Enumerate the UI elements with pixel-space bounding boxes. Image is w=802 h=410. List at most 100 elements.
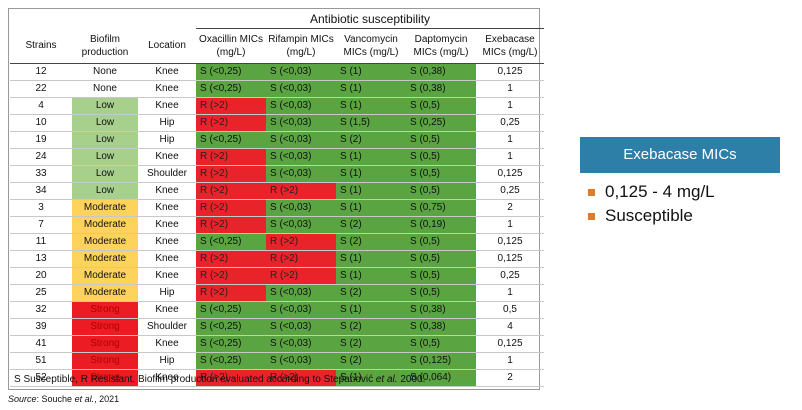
table-row: 33 Low Shoulder R (>2) S (<0,03) S (1) S (0,5)… xyxy=(10,165,544,183)
location-cell: Shoulder xyxy=(138,165,196,183)
exebacase-cell: 1 xyxy=(476,352,544,370)
exebacase-cell: 0,125 xyxy=(476,335,544,353)
exebacase-cell: 1 xyxy=(476,97,544,115)
vancomycin-cell: S (2) xyxy=(336,131,406,149)
rifampin-cell: R (>2) xyxy=(266,267,336,285)
footnote-text: S Susceptible, R Resistant. Biofilm prod… xyxy=(14,374,376,385)
exebacase-cell: 1 xyxy=(476,131,544,149)
oxacillin-cell: S (<0,25) xyxy=(196,352,266,370)
exebacase-cell: 2 xyxy=(476,369,544,387)
vancomycin-cell: S (2) xyxy=(336,318,406,336)
daptomycin-cell: S (0,38) xyxy=(406,63,476,81)
column-header: Biofilm production xyxy=(72,28,138,64)
strain-cell: 11 xyxy=(10,233,72,251)
location-cell: Knee xyxy=(138,250,196,268)
daptomycin-cell: S (0,064) xyxy=(406,369,476,387)
exebacase-cell: 1 xyxy=(476,80,544,98)
daptomycin-cell: S (0,125) xyxy=(406,352,476,370)
biofilm-cell: None xyxy=(72,63,138,81)
oxacillin-cell: R (>2) xyxy=(196,182,266,200)
location-cell: Knee xyxy=(138,148,196,166)
rifampin-cell: R (>2) xyxy=(266,182,336,200)
table-row: 39 Strong Shoulder S (<0,25) S (<0,03) S (2) S… xyxy=(10,318,544,336)
exebacase-cell: 0,125 xyxy=(476,63,544,81)
strain-cell: 10 xyxy=(10,114,72,132)
table-row: 11 Moderate Knee S (<0,25) R (>2) S (2) S (0,5… xyxy=(10,233,544,251)
strain-cell: 34 xyxy=(10,182,72,200)
daptomycin-cell: S (0,25) xyxy=(406,114,476,132)
daptomycin-cell: S (0,5) xyxy=(406,335,476,353)
location-cell: Hip xyxy=(138,131,196,149)
exebacase-cell: 0,5 xyxy=(476,301,544,319)
table-row: 22 None Knee S (<0,25) S (<0,03) S (1) S (0,38… xyxy=(10,80,544,98)
group-header-row: Antibiotic susceptibility xyxy=(10,10,544,29)
strain-cell: 32 xyxy=(10,301,72,319)
table-row: 19 Low Hip S (<0,25) S (<0,03) S (2) S (0,5) 1 xyxy=(10,131,544,149)
vancomycin-cell: S (2) xyxy=(336,216,406,234)
daptomycin-cell: S (0,5) xyxy=(406,250,476,268)
strain-cell: 25 xyxy=(10,284,72,302)
oxacillin-cell: R (>2) xyxy=(196,97,266,115)
strain-cell: 51 xyxy=(10,352,72,370)
vancomycin-cell: S (1) xyxy=(336,267,406,285)
vancomycin-cell: S (1) xyxy=(336,97,406,115)
column-header: Vancomycin MICs (mg/L) xyxy=(336,28,406,64)
table-row: 34 Low Knee R (>2) R (>2) S (1) S (0,5) 0,25 xyxy=(10,182,544,200)
table-row: 10 Low Hip R (>2) S (<0,03) S (1,5) S (0,25) 0,… xyxy=(10,114,544,132)
group-header-spacer xyxy=(10,10,196,29)
susceptibility-table: Antibiotic susceptibility Strains Biofil… xyxy=(10,10,544,387)
rifampin-cell: S (<0,03) xyxy=(266,284,336,302)
oxacillin-cell: R (>2) xyxy=(196,165,266,183)
table-row: 25 Moderate Hip R (>2) S (<0,03) S (2) S (0,5)… xyxy=(10,284,544,302)
biofilm-cell: Low xyxy=(72,148,138,166)
strain-cell: 22 xyxy=(10,80,72,98)
biofilm-cell: Low xyxy=(72,182,138,200)
biofilm-cell: Strong xyxy=(72,318,138,336)
biofilm-cell: Moderate xyxy=(72,216,138,234)
location-cell: Shoulder xyxy=(138,318,196,336)
oxacillin-cell: S (<0,25) xyxy=(196,63,266,81)
daptomycin-cell: S (0,5) xyxy=(406,267,476,285)
table-row: 52 Strong Knee R (>2) R (>2) S (1) S (0,064) 2 xyxy=(10,369,544,387)
location-cell: Knee xyxy=(138,369,196,387)
vancomycin-cell: S (1) xyxy=(336,165,406,183)
location-cell: Knee xyxy=(138,199,196,217)
source-text: : Souche xyxy=(36,394,75,404)
strain-cell: 20 xyxy=(10,267,72,285)
strain-cell: 39 xyxy=(10,318,72,336)
daptomycin-cell: S (0,38) xyxy=(406,80,476,98)
source-italic: et al. xyxy=(74,394,95,404)
location-cell: Knee xyxy=(138,301,196,319)
table-row: 32 Strong Knee S (<0,25) S (<0,03) S (1) S (0,… xyxy=(10,301,544,319)
daptomycin-cell: S (0,38) xyxy=(406,301,476,319)
footnote-italic: et al. xyxy=(375,374,398,385)
rifampin-cell: S (<0,03) xyxy=(266,301,336,319)
callout-bullet: 0,125 - 4 mg/L xyxy=(588,180,715,204)
table-row: 41 Strong Knee S (<0,25) S (<0,03) S (2) S (0,… xyxy=(10,335,544,353)
vancomycin-cell: S (1) xyxy=(336,63,406,81)
callout-bullets: 0,125 - 4 mg/L Susceptible xyxy=(588,180,715,228)
oxacillin-cell: S (<0,25) xyxy=(196,131,266,149)
source-year: , 2021 xyxy=(94,394,120,404)
exebacase-cell: 0,125 xyxy=(476,233,544,251)
bullet-text: Susceptible xyxy=(605,206,693,225)
exebacase-cell: 0,25 xyxy=(476,114,544,132)
column-header: Daptomycin MICs (mg/L) xyxy=(406,28,476,64)
callout-bullet: Susceptible xyxy=(588,204,715,228)
rifampin-cell: S (<0,03) xyxy=(266,131,336,149)
rifampin-cell: S (<0,03) xyxy=(266,114,336,132)
bullet-square-icon xyxy=(588,188,595,196)
oxacillin-cell: S (<0,25) xyxy=(196,335,266,353)
rifampin-cell: S (<0,03) xyxy=(266,199,336,217)
rifampin-cell: R (>2) xyxy=(266,369,336,387)
rifampin-cell: S (<0,03) xyxy=(266,97,336,115)
bullet-square-icon xyxy=(588,212,595,220)
oxacillin-cell: R (>2) xyxy=(196,148,266,166)
daptomycin-cell: S (0,5) xyxy=(406,284,476,302)
oxacillin-cell: S (<0,25) xyxy=(196,301,266,319)
biofilm-cell: Moderate xyxy=(72,233,138,251)
rifampin-cell: S (<0,03) xyxy=(266,63,336,81)
source-citation: Source: Souche et al., 2021 xyxy=(8,394,119,404)
exebacase-cell: 4 xyxy=(476,318,544,336)
exebacase-cell: 1 xyxy=(476,216,544,234)
